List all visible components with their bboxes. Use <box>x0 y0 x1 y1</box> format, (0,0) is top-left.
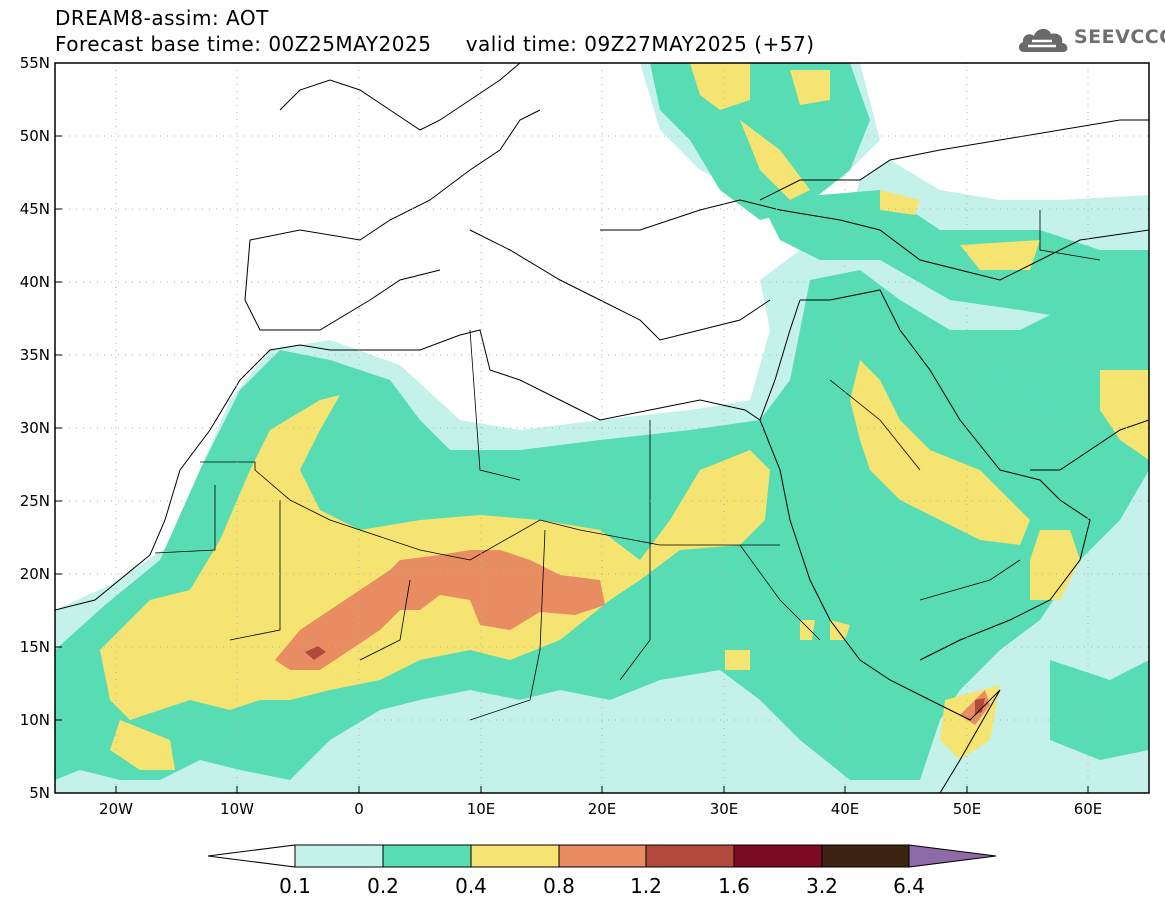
lat-label: 20N <box>20 565 50 583</box>
base-time-value: 00Z25MAY2025 <box>268 32 432 56</box>
colorbar-under-triangle <box>207 844 296 868</box>
colorbar-label: 0.8 <box>543 874 575 898</box>
lon-label: 40E <box>831 800 860 818</box>
lon-label: 30E <box>710 800 739 818</box>
lat-label: 55N <box>20 54 50 72</box>
lat-label: 25N <box>20 492 50 510</box>
map-title: DREAM8-assim: AOT <box>55 6 269 30</box>
lat-label: 5N <box>29 784 50 802</box>
lat-label: 50N <box>20 127 50 145</box>
colorbar-bin <box>470 844 560 868</box>
colorbar <box>207 844 997 868</box>
colorbar-bin <box>733 844 823 868</box>
lon-label: 50E <box>953 800 982 818</box>
lon-label: 10E <box>467 800 496 818</box>
colorbar-bin <box>294 844 384 868</box>
colorbar-label: 1.2 <box>630 874 662 898</box>
colorbar-bin <box>558 844 647 868</box>
aot-shading <box>55 63 1149 793</box>
valid-time-value: 09Z27MAY2025 (+57) <box>584 32 815 56</box>
lon-label: 10W <box>220 800 254 818</box>
lat-label: 35N <box>20 346 50 364</box>
aot-band-1.2 <box>305 646 985 714</box>
lon-label: 20E <box>588 800 617 818</box>
axis-ticks <box>55 135 1089 793</box>
lon-label: 20W <box>99 800 133 818</box>
colorbar-bin <box>382 844 472 868</box>
lon-label: 60E <box>1074 800 1103 818</box>
colorbar-labels: 0.1 0.2 0.4 0.8 1.2 1.6 3.2 6.4 <box>279 874 925 898</box>
country-borders <box>154 210 1101 721</box>
lat-label: 40N <box>20 273 50 291</box>
colorbar-over-triangle <box>908 844 997 868</box>
colorbar-label: 3.2 <box>806 874 838 898</box>
colorbar-bin <box>821 844 910 868</box>
valid-time-label: valid time: <box>465 32 578 56</box>
base-time-label: Forecast base time: <box>55 32 262 56</box>
logo-text: SEEVCCC <box>1074 26 1165 48</box>
lat-labels: 5N 10N 15N 20N 25N 30N 35N 40N 45N 50N 5… <box>20 54 50 802</box>
lon-labels: 20W 10W 0 10E 20E 30E 40E 50E 60E <box>99 800 1102 818</box>
lat-label: 15N <box>20 638 50 656</box>
lon-label: 0 <box>354 800 364 818</box>
graticule <box>55 63 1149 793</box>
colorbar-label: 6.4 <box>893 874 925 898</box>
colorbar-label: 0.4 <box>455 874 487 898</box>
cloud-icon <box>1018 28 1068 52</box>
coastlines <box>55 63 1149 793</box>
colorbar-label: 1.6 <box>718 874 750 898</box>
lat-label: 45N <box>20 200 50 218</box>
colorbar-label: 0.2 <box>367 874 399 898</box>
lat-label: 30N <box>20 419 50 437</box>
seevccc-logo: SEEVCCC <box>1016 22 1165 58</box>
colorbar-bin <box>645 844 735 868</box>
forecast-times: Forecast base time: 00Z25MAY2025 valid t… <box>55 32 815 56</box>
colorbar-label: 0.1 <box>279 874 311 898</box>
lat-label: 10N <box>20 711 50 729</box>
